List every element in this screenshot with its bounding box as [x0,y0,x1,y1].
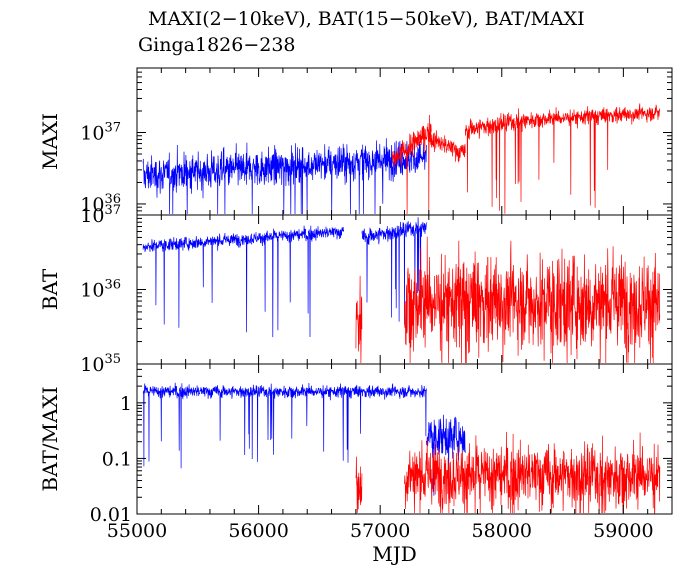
maxi-series-0 [142,138,427,215]
ratio-series-1 [355,431,661,514]
ratio-ytick-label: 1 [120,393,132,415]
x-tick-label: 57000 [350,520,410,542]
ratio-ytick-label: 0.1 [102,448,132,470]
chart-subtitle: Ginga1826−238 [138,34,296,56]
bat-series-1 [355,236,661,364]
bat-series-0 [142,217,427,338]
x-tick-label: 58000 [472,520,532,542]
maxi-series-1 [391,103,661,215]
bat-ytick-label: 1035 [80,352,121,376]
bat-ytick-label: 1036 [80,278,121,302]
x-tick-label: 59000 [593,520,653,542]
x-tick-label: 56000 [228,520,288,542]
chart-title: MAXI(2−10keV), BAT(15−50keV), BAT/MAXI [148,8,585,30]
ratio-ytick-label: 0.01 [90,504,132,526]
maxi-ytick-label: 1037 [80,121,121,145]
maxi-ylabel: MAXI [38,113,62,170]
x-tick-label: 55000 [107,520,167,542]
x-axis-label: MJD [372,542,417,566]
bat-ylabel: BAT [38,268,62,310]
ratio-series-0 [142,382,466,500]
ratio-ylabel: BAT/MAXI [38,386,62,491]
bat-ytick-label: 1037 [80,203,121,227]
